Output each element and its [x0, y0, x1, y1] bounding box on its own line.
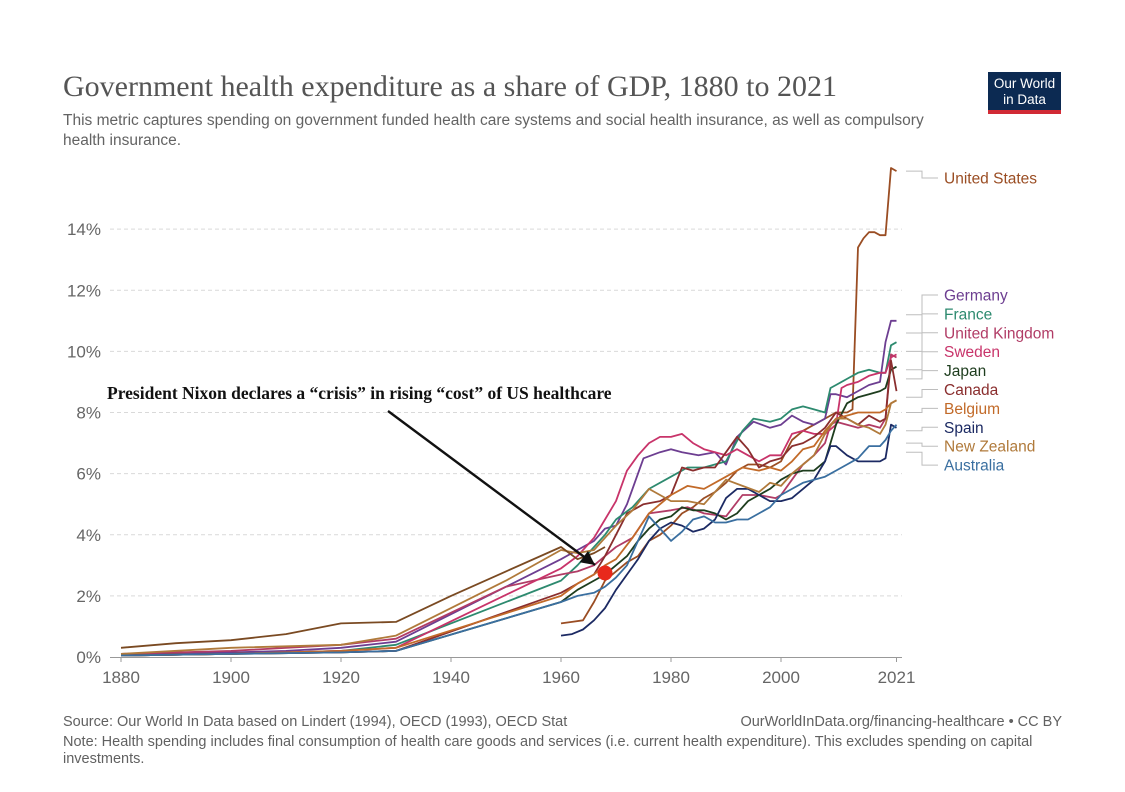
- series-line-belgium[interactable]: [120, 399, 897, 657]
- legend-label-belgium[interactable]: Belgium: [944, 401, 1000, 418]
- legend-connector: [906, 351, 938, 371]
- series-line-canada[interactable]: [120, 359, 898, 657]
- x-tick-label: 2021: [878, 668, 916, 687]
- series-lines: [120, 167, 898, 657]
- annotation-marker[interactable]: [597, 565, 613, 581]
- legend-label-spain[interactable]: Spain: [944, 420, 984, 437]
- logo-line-1: Our World: [993, 76, 1056, 91]
- series-line-australia[interactable]: [120, 424, 898, 657]
- legend-label-australia[interactable]: Australia: [944, 458, 1005, 475]
- x-tick-label: 1960: [542, 668, 580, 687]
- x-tick-label: 1880: [102, 668, 140, 687]
- series-line-united-states[interactable]: [560, 167, 897, 625]
- legend-label-japan[interactable]: Japan: [944, 363, 986, 380]
- legend-connector: [906, 332, 938, 352]
- legend-connector: [906, 389, 938, 398]
- legend-label-sweden[interactable]: Sweden: [944, 344, 1000, 361]
- y-tick-label: 10%: [67, 342, 101, 361]
- legend-label-new-zealand[interactable]: New Zealand: [944, 439, 1035, 456]
- legend-label-united-kingdom[interactable]: United Kingdom: [944, 325, 1054, 342]
- legend-connector: [906, 426, 938, 432]
- logo-line-2: in Data: [1003, 92, 1046, 107]
- legend-connector: [906, 170, 938, 179]
- legend-label-canada[interactable]: Canada: [944, 382, 999, 399]
- legend-label-france[interactable]: France: [944, 306, 992, 323]
- y-tick-label: 14%: [67, 220, 101, 239]
- chart-subtitle: This metric captures spending on governm…: [63, 112, 924, 149]
- y-tick-label: 12%: [67, 281, 101, 300]
- series-line-germany[interactable]: [120, 319, 897, 655]
- legend-connector: [906, 407, 938, 413]
- axes: 0% 2% 4% 6% 8% 10% 12% 14% 1880 1900 1920 1940 1960 1…: [67, 220, 915, 687]
- legend-connector: [906, 294, 938, 316]
- chart-canvas: 0% 2% 4% 6% 8% 10% 12% 14% 1880 1900 1920 1940 1960 1…: [67, 167, 1054, 687]
- annotation-arrow-line: [387, 410, 596, 566]
- y-tick-label: 8%: [76, 404, 101, 423]
- series-line-spain[interactable]: [560, 423, 897, 637]
- annotation: President Nixon declares a “crisis” in r…: [107, 383, 613, 581]
- y-tick-label: 0%: [76, 648, 101, 667]
- annotation-text: President Nixon declares a “crisis” in r…: [107, 383, 612, 403]
- annotation-arrow-head: [579, 550, 595, 565]
- source-text: Source: Our World In Data based on Linde…: [63, 714, 568, 730]
- series-line-long-run-series[interactable]: [120, 546, 606, 649]
- legend-connector: [906, 451, 938, 466]
- y-tick-label: 4%: [76, 526, 101, 545]
- x-tick-label: 1980: [652, 668, 690, 687]
- y-tick-label: 6%: [76, 465, 101, 484]
- legend-label-germany[interactable]: Germany: [944, 288, 1008, 305]
- owid-logo[interactable]: Our World in Data: [988, 72, 1061, 114]
- legend-label-united-states[interactable]: United States: [944, 171, 1037, 188]
- x-tick-label: 2000: [762, 668, 800, 687]
- legend-connector: [906, 313, 938, 334]
- credit-link[interactable]: OurWorldInData.org/financing-healthcare …: [740, 714, 1062, 730]
- series-line-japan[interactable]: [120, 365, 897, 657]
- legend-connector: [906, 442, 938, 447]
- x-tick-label: 1920: [322, 668, 360, 687]
- series-line-sweden[interactable]: [120, 353, 897, 657]
- x-tick-label: 1900: [212, 668, 250, 687]
- y-tick-label: 2%: [76, 587, 101, 606]
- series-line-new-zealand[interactable]: [120, 399, 897, 655]
- x-tick-label: 1940: [432, 668, 470, 687]
- note-text: Note: Health spending includes final con…: [63, 734, 1033, 767]
- chart-title: Government health expenditure as a share…: [63, 70, 837, 103]
- series-line-united-kingdom[interactable]: [120, 353, 897, 655]
- legend-connector: [906, 370, 938, 380]
- gridlines: [110, 228, 902, 597]
